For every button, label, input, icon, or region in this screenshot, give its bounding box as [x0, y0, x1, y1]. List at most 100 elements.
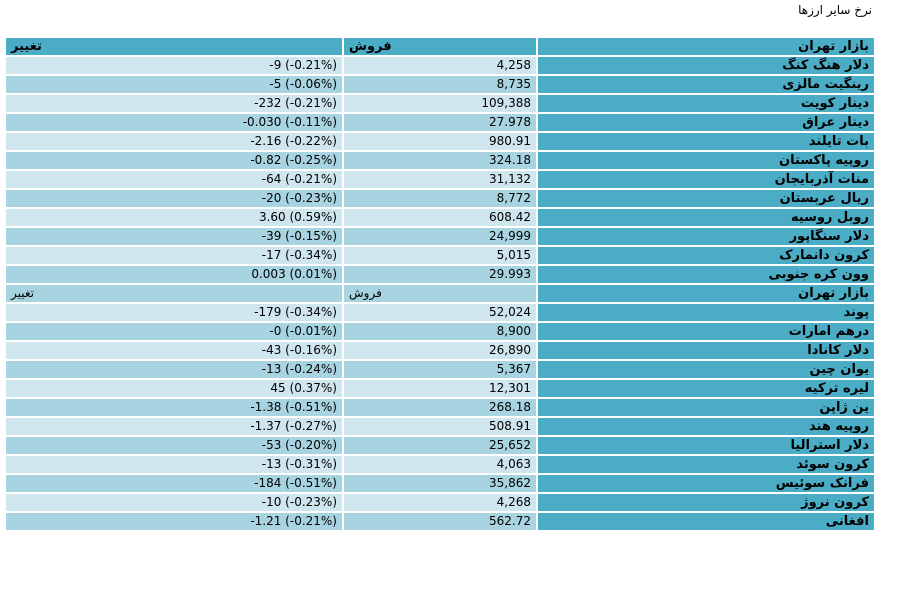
- sell-value: 4,268: [344, 494, 536, 513]
- table-row: -179 (-0.34%) 52,024 پوند: [6, 304, 874, 323]
- currency-name: منات آذربایجان: [538, 171, 874, 190]
- table-row: -0 (-0.01%) 8,900 درهم امارات: [6, 323, 874, 342]
- change-value: -1.38 (-0.51%): [6, 399, 342, 418]
- currency-name: روپیه پاکستان: [538, 152, 874, 171]
- table-row: -17 (-0.34%) 5,015 کرون دانمارک: [6, 247, 874, 266]
- table-row: -13 (-0.24%) 5,367 یوان چین: [6, 361, 874, 380]
- currency-name: روپیه هند: [538, 418, 874, 437]
- sell-value: 508.91: [344, 418, 536, 437]
- table-row: 0.003 (0.01%) 29.993 وون کره جنوبی: [6, 266, 874, 285]
- currency-name: کرون نروژ: [538, 494, 874, 513]
- table-row: -232 (-0.21%) 109,388 دینار کویت: [6, 95, 874, 114]
- sell-value: 24,999: [344, 228, 536, 247]
- sell-value: 27.978: [344, 114, 536, 133]
- currency-name: کرون سوئد: [538, 456, 874, 475]
- currency-name: دلار استرالیا: [538, 437, 874, 456]
- change-value: -5 (-0.06%): [6, 76, 342, 95]
- currency-name: کرون دانمارک: [538, 247, 874, 266]
- header-change: تغییر: [6, 38, 342, 57]
- currency-name: بات تایلند: [538, 133, 874, 152]
- page-title: نرخ سایر ارزها: [798, 3, 872, 17]
- sell-value: 4,258: [344, 57, 536, 76]
- currency-name: دینار کویت: [538, 95, 874, 114]
- currency-name: افغانی: [538, 513, 874, 532]
- subheader-change-value: تغییر: [6, 285, 342, 304]
- currency-name: یوان چین: [538, 361, 874, 380]
- currency-name: دلار سنگاپور: [538, 228, 874, 247]
- change-value: -53 (-0.20%): [6, 437, 342, 456]
- table-row: -5 (-0.06%) 8,735 رینگیت مالزی: [6, 76, 874, 95]
- table-row: -20 (-0.23%) 8,772 ریال عربستان: [6, 190, 874, 209]
- table-row: -1.21 (-0.21%) 562.72 افغانی: [6, 513, 874, 532]
- change-value: -17 (-0.34%): [6, 247, 342, 266]
- currency-name: دلار کانادا: [538, 342, 874, 361]
- table-header-row: تغییر فروش بازار تهران: [6, 38, 874, 57]
- change-value: -39 (-0.15%): [6, 228, 342, 247]
- sell-value: 562.72: [344, 513, 536, 532]
- table-row: -2.16 (-0.22%) 980.91 بات تایلند: [6, 133, 874, 152]
- table-row: -1.37 (-0.27%) 508.91 روپیه هند: [6, 418, 874, 437]
- table-body: -9 (-0.21%) 4,258 دلار هنگ کنگ -5 (-0.06%) 8…: [6, 57, 874, 532]
- subheader-currency-name: بازار تهران: [538, 285, 874, 304]
- sell-value: 31,132: [344, 171, 536, 190]
- header-sell: فروش: [344, 38, 536, 57]
- subheader-sell-value: فروش: [344, 285, 536, 304]
- table-row: -0.030 (-0.11%) 27.978 دینار عراق: [6, 114, 874, 133]
- change-value: -2.16 (-0.22%): [6, 133, 342, 152]
- table-row: -39 (-0.15%) 24,999 دلار سنگاپور: [6, 228, 874, 247]
- currency-name: دینار عراق: [538, 114, 874, 133]
- change-value: -232 (-0.21%): [6, 95, 342, 114]
- sell-value: 35,862: [344, 475, 536, 494]
- table-row: -53 (-0.20%) 25,652 دلار استرالیا: [6, 437, 874, 456]
- sell-value: 25,652: [344, 437, 536, 456]
- sell-value: 5,015: [344, 247, 536, 266]
- change-value: -184 (-0.51%): [6, 475, 342, 494]
- sell-value: 29.993: [344, 266, 536, 285]
- sell-value: 980.91: [344, 133, 536, 152]
- change-value: -1.37 (-0.27%): [6, 418, 342, 437]
- table-row: -9 (-0.21%) 4,258 دلار هنگ کنگ: [6, 57, 874, 76]
- currency-name: وون کره جنوبی: [538, 266, 874, 285]
- sell-value: 109,388: [344, 95, 536, 114]
- sell-value: 12,301: [344, 380, 536, 399]
- currency-name: روبل روسیه: [538, 209, 874, 228]
- table-row: -43 (-0.16%) 26,890 دلار کانادا: [6, 342, 874, 361]
- currency-name: ین ژاپن: [538, 399, 874, 418]
- change-value: -43 (-0.16%): [6, 342, 342, 361]
- table-row: -13 (-0.31%) 4,063 کرون سوئد: [6, 456, 874, 475]
- sell-value: 5,367: [344, 361, 536, 380]
- currency-name: درهم امارات: [538, 323, 874, 342]
- change-value: 0.003 (0.01%): [6, 266, 342, 285]
- header-market: بازار تهران: [538, 38, 874, 57]
- currency-name: لیره ترکیه: [538, 380, 874, 399]
- change-value: -13 (-0.31%): [6, 456, 342, 475]
- change-value: 45 (0.37%): [6, 380, 342, 399]
- sell-value: 268.18: [344, 399, 536, 418]
- change-value: 3.60 (0.59%): [6, 209, 342, 228]
- table-row: 3.60 (0.59%) 608.42 روبل روسیه: [6, 209, 874, 228]
- currency-name: رینگیت مالزی: [538, 76, 874, 95]
- currency-name: ریال عربستان: [538, 190, 874, 209]
- table-row: -0.82 (-0.25%) 324.18 روپیه پاکستان: [6, 152, 874, 171]
- currency-rates-table: تغییر فروش بازار تهران -9 (-0.21%) 4,258 د…: [4, 38, 876, 532]
- currency-name: دلار هنگ کنگ: [538, 57, 874, 76]
- change-value: -13 (-0.24%): [6, 361, 342, 380]
- sell-value: 52,024: [344, 304, 536, 323]
- table-subheader-row: تغییر فروش بازار تهران: [6, 285, 874, 304]
- change-value: -0.030 (-0.11%): [6, 114, 342, 133]
- change-value: -0 (-0.01%): [6, 323, 342, 342]
- table-row: -184 (-0.51%) 35,862 فرانک سوئیس: [6, 475, 874, 494]
- table-row: 45 (0.37%) 12,301 لیره ترکیه: [6, 380, 874, 399]
- currency-name: پوند: [538, 304, 874, 323]
- change-value: -9 (-0.21%): [6, 57, 342, 76]
- change-value: -64 (-0.21%): [6, 171, 342, 190]
- sell-value: 8,900: [344, 323, 536, 342]
- sell-value: 608.42: [344, 209, 536, 228]
- table-row: -10 (-0.23%) 4,268 کرون نروژ: [6, 494, 874, 513]
- change-value: -0.82 (-0.25%): [6, 152, 342, 171]
- change-value: -1.21 (-0.21%): [6, 513, 342, 532]
- change-value: -20 (-0.23%): [6, 190, 342, 209]
- change-value: -10 (-0.23%): [6, 494, 342, 513]
- sell-value: 26,890: [344, 342, 536, 361]
- sell-value: 4,063: [344, 456, 536, 475]
